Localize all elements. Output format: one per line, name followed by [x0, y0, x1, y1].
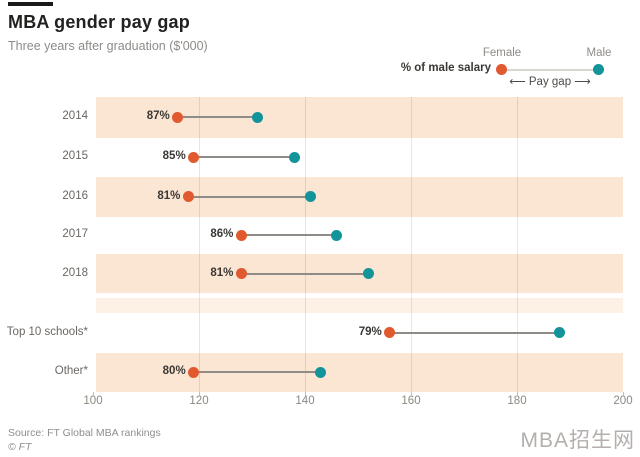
category-label: 2016 [62, 189, 88, 202]
legend-female-label: Female [482, 47, 522, 59]
male-dot [315, 366, 327, 378]
gridline-140 [305, 97, 306, 392]
category-label: 2018 [62, 266, 88, 279]
female-dot [188, 151, 200, 163]
group-separator-band [96, 298, 623, 313]
x-axis-tick-mark [199, 392, 200, 396]
title-rule [8, 2, 53, 6]
legend-connector-line [505, 69, 596, 71]
x-axis-tick-label: 200 [613, 395, 633, 407]
pay-gap-connector [241, 272, 369, 275]
category-label: Top 10 schools* [6, 325, 88, 338]
pct-of-male-salary-label: 79% [358, 325, 382, 338]
legend-paygap-text: Pay gap [528, 76, 572, 88]
pay-gap-connector [193, 156, 295, 159]
gridline-160 [411, 97, 412, 392]
pay-gap-connector [193, 371, 321, 374]
category-label: Other* [54, 365, 88, 378]
female-dot [188, 366, 200, 378]
pct-of-male-salary-label: 85% [162, 150, 186, 163]
chart-subtitle: Three years after graduation ($'000) [8, 39, 208, 53]
watermark: MBA招生网 [520, 429, 635, 452]
male-dot [363, 268, 375, 279]
legend-male-dot [593, 64, 604, 75]
category-label: 2015 [62, 150, 88, 163]
pct-of-male-salary-label: 80% [162, 365, 186, 378]
x-axis-tick-label: 160 [401, 395, 421, 407]
female-dot [182, 191, 194, 203]
legend-paygap-label: ⟵ Pay gap ⟶ [500, 74, 600, 88]
pct-of-male-salary-label: 87% [146, 110, 170, 123]
pct-of-male-salary-label: 86% [210, 228, 234, 241]
female-dot [384, 327, 396, 339]
legend-male-label: Male [586, 47, 612, 59]
x-axis-tick-label: 120 [189, 395, 209, 407]
x-axis-tick-mark [93, 392, 94, 396]
arrow-left-icon: ⟵ [509, 76, 526, 88]
male-dot [553, 327, 565, 339]
gridline-180 [517, 97, 518, 392]
category-label: 2014 [62, 110, 88, 123]
pay-gap-connector [188, 195, 311, 198]
x-axis-tick-mark [623, 392, 624, 396]
pay-gap-connector [389, 331, 560, 334]
x-axis-tick-mark [305, 392, 306, 396]
gridline-120 [199, 97, 200, 392]
pct-of-male-salary-label: 81% [157, 189, 181, 202]
pay-gap-connector [177, 116, 258, 119]
chart-title: MBA gender pay gap [8, 12, 190, 32]
x-axis-tick-mark [517, 392, 518, 396]
category-label: 2017 [62, 228, 88, 241]
x-axis-tick-label: 140 [295, 395, 315, 407]
copyright-note: © FT [8, 441, 32, 453]
source-note: Source: FT Global MBA rankings [8, 427, 161, 439]
male-dot [304, 191, 316, 203]
x-axis-tick-label: 100 [83, 395, 103, 407]
legend-female-dot [496, 64, 507, 75]
x-axis-tick-mark [411, 392, 412, 396]
row-band-Other* [96, 352, 623, 392]
pay-gap-connector [241, 234, 337, 237]
female-dot [235, 268, 247, 279]
female-dot [235, 229, 247, 241]
male-dot [288, 151, 300, 163]
male-dot [331, 229, 343, 241]
legend-salary-label: % of male salary [400, 62, 491, 74]
arrow-right-icon: ⟶ [574, 76, 591, 88]
x-axis-tick-label: 180 [507, 395, 527, 407]
female-dot [172, 111, 184, 123]
male-dot [251, 111, 263, 123]
pct-of-male-salary-label: 81% [210, 266, 234, 279]
